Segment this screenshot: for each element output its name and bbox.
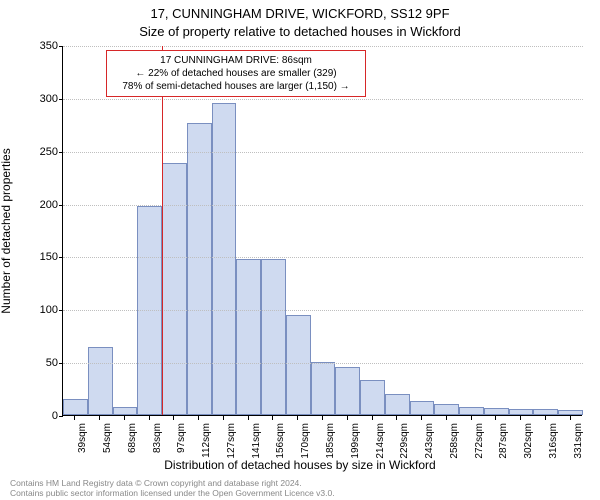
xtick-label: 229sqm bbox=[399, 423, 410, 459]
attribution-line2: Contains public sector information licen… bbox=[10, 488, 335, 498]
xtick-mark bbox=[446, 416, 447, 420]
xtick-mark bbox=[396, 416, 397, 420]
ytick-label: 100 bbox=[8, 304, 58, 316]
xtick-mark bbox=[124, 416, 125, 420]
xtick-mark bbox=[471, 416, 472, 420]
xtick-mark bbox=[297, 416, 298, 420]
xtick-mark bbox=[173, 416, 174, 420]
histogram-bar bbox=[335, 367, 360, 415]
histogram-bar bbox=[63, 399, 88, 415]
xtick-label: 185sqm bbox=[325, 423, 336, 459]
annotation-box: 17 CUNNINGHAM DRIVE: 86sqm← 22% of detac… bbox=[106, 50, 366, 97]
histogram-bar bbox=[212, 103, 237, 415]
histogram-bar bbox=[459, 407, 484, 415]
histogram-bar bbox=[484, 408, 509, 415]
histogram-bar bbox=[236, 259, 261, 415]
xtick-label: 127sqm bbox=[226, 423, 237, 459]
annotation-line: 17 CUNNINGHAM DRIVE: 86sqm bbox=[113, 54, 359, 67]
xtick-label: 83sqm bbox=[152, 423, 163, 453]
xtick-label: 170sqm bbox=[300, 423, 311, 459]
gridline bbox=[63, 152, 583, 153]
xtick-label: 287sqm bbox=[498, 423, 509, 459]
xtick-label: 141sqm bbox=[251, 423, 262, 459]
histogram-bar bbox=[187, 123, 212, 415]
xtick-mark bbox=[223, 416, 224, 420]
xtick-label: 54sqm bbox=[102, 423, 113, 453]
histogram-bar bbox=[286, 315, 311, 415]
xtick-label: 272sqm bbox=[474, 423, 485, 459]
bars-container bbox=[63, 45, 583, 415]
ytick-label: 150 bbox=[8, 251, 58, 263]
ytick-label: 350 bbox=[8, 40, 58, 52]
histogram-bar bbox=[88, 347, 113, 415]
xtick-label: 199sqm bbox=[350, 423, 361, 459]
annotation-line: 78% of semi-detached houses are larger (… bbox=[113, 80, 359, 93]
xtick-mark bbox=[570, 416, 571, 420]
annotation-line: ← 22% of detached houses are smaller (32… bbox=[113, 67, 359, 80]
gridline bbox=[63, 363, 583, 364]
xtick-mark bbox=[347, 416, 348, 420]
xtick-label: 243sqm bbox=[424, 423, 435, 459]
xtick-label: 97sqm bbox=[176, 423, 187, 453]
gridline bbox=[63, 257, 583, 258]
chart-title-line2: Size of property relative to detached ho… bbox=[0, 24, 600, 39]
xtick-label: 112sqm bbox=[201, 423, 212, 458]
xtick-mark bbox=[545, 416, 546, 420]
ytick-label: 0 bbox=[8, 410, 58, 422]
x-axis-label: Distribution of detached houses by size … bbox=[0, 458, 600, 472]
y-axis-label: Number of detached properties bbox=[0, 148, 13, 313]
histogram-bar bbox=[434, 404, 459, 415]
xtick-mark bbox=[421, 416, 422, 420]
xtick-mark bbox=[198, 416, 199, 420]
ytick-mark bbox=[59, 99, 63, 100]
ytick-label: 200 bbox=[8, 199, 58, 211]
gridline bbox=[63, 46, 583, 47]
xtick-mark bbox=[372, 416, 373, 420]
ytick-label: 250 bbox=[8, 146, 58, 158]
histogram-bar bbox=[385, 394, 410, 415]
histogram-bar bbox=[533, 409, 558, 415]
gridline bbox=[63, 310, 583, 311]
ytick-mark bbox=[59, 46, 63, 47]
chart-title-line1: 17, CUNNINGHAM DRIVE, WICKFORD, SS12 9PF bbox=[0, 6, 600, 21]
xtick-label: 39sqm bbox=[77, 423, 88, 453]
ytick-mark bbox=[59, 152, 63, 153]
xtick-mark bbox=[74, 416, 75, 420]
xtick-label: 258sqm bbox=[449, 423, 460, 459]
xtick-mark bbox=[322, 416, 323, 420]
gridline bbox=[63, 205, 583, 206]
xtick-mark bbox=[520, 416, 521, 420]
ytick-mark bbox=[59, 416, 63, 417]
xtick-label: 156sqm bbox=[275, 423, 286, 459]
xtick-mark bbox=[248, 416, 249, 420]
histogram-bar bbox=[261, 259, 286, 415]
ytick-label: 50 bbox=[8, 357, 58, 369]
ytick-mark bbox=[59, 205, 63, 206]
xtick-label: 331sqm bbox=[573, 423, 584, 459]
xtick-label: 302sqm bbox=[523, 423, 534, 459]
xtick-label: 68sqm bbox=[127, 423, 138, 453]
xtick-mark bbox=[272, 416, 273, 420]
histogram-bar bbox=[311, 362, 336, 415]
property-marker-line bbox=[162, 46, 163, 415]
xtick-label: 214sqm bbox=[375, 423, 386, 459]
ytick-mark bbox=[59, 257, 63, 258]
ytick-label: 300 bbox=[8, 93, 58, 105]
plot-area bbox=[62, 46, 582, 416]
histogram-bar bbox=[162, 163, 187, 415]
ytick-mark bbox=[59, 363, 63, 364]
xtick-mark bbox=[99, 416, 100, 420]
xtick-mark bbox=[495, 416, 496, 420]
histogram-bar bbox=[360, 380, 385, 415]
histogram-bar bbox=[113, 407, 138, 415]
xtick-label: 316sqm bbox=[548, 423, 559, 459]
gridline bbox=[63, 99, 583, 100]
histogram-bar bbox=[509, 409, 534, 415]
attribution-text: Contains HM Land Registry data © Crown c… bbox=[10, 478, 335, 498]
ytick-mark bbox=[59, 310, 63, 311]
histogram-bar bbox=[410, 401, 435, 415]
xtick-mark bbox=[149, 416, 150, 420]
attribution-line1: Contains HM Land Registry data © Crown c… bbox=[10, 478, 335, 488]
histogram-bar bbox=[558, 410, 583, 415]
